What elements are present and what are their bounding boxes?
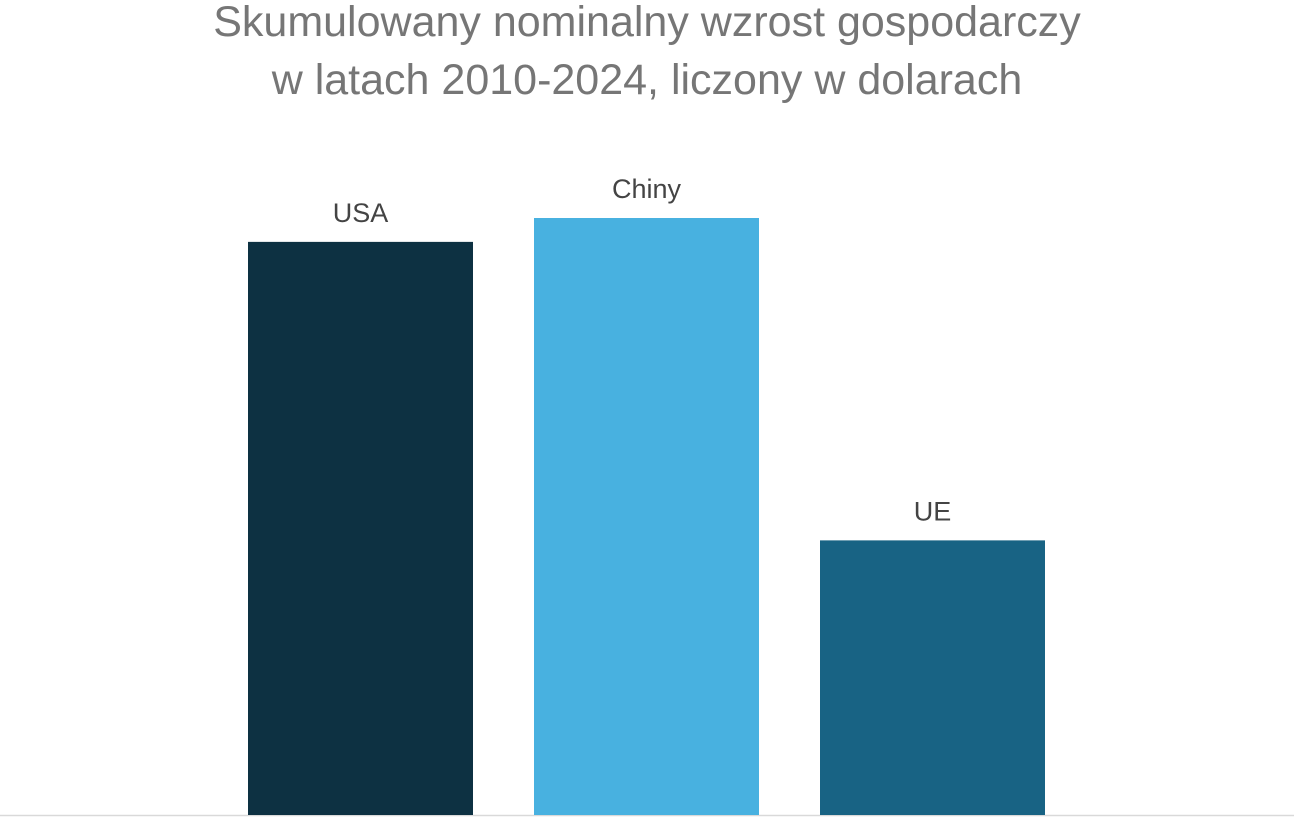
chart-title: Skumulowany nominalny wzrost gospodarczy: [213, 0, 1081, 46]
bar: [248, 241, 473, 815]
category-label: UE: [914, 496, 952, 526]
chart-title: w latach 2010-2024, liczony w dolarach: [271, 56, 1023, 104]
bar: [820, 540, 1045, 815]
category-label: USA: [333, 198, 389, 228]
category-label: Chiny: [612, 174, 682, 204]
bar: [534, 218, 759, 815]
